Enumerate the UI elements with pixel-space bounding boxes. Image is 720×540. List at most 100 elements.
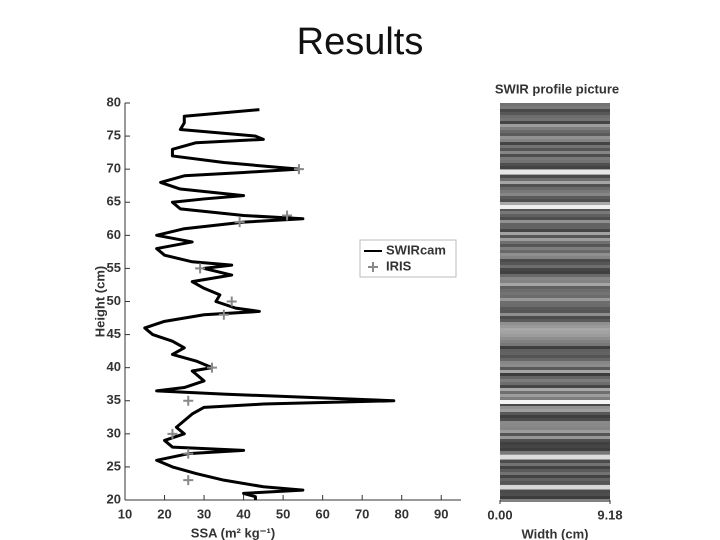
iris-point — [293, 164, 304, 175]
y-tick-label: 35 — [107, 392, 121, 407]
image-stripe — [500, 247, 610, 250]
image-stripe — [500, 418, 610, 421]
image-stripe — [500, 455, 610, 459]
x-tick-label: 90 — [434, 506, 448, 521]
image-stripe — [500, 214, 610, 217]
image-stripe — [500, 196, 610, 199]
iris-point — [183, 475, 194, 486]
image-stripe — [500, 412, 610, 415]
image-stripe — [500, 130, 610, 133]
image-stripe — [500, 298, 610, 301]
image-stripe — [500, 205, 610, 209]
image-stripe — [500, 439, 610, 442]
image-stripe — [500, 145, 610, 148]
image-stripe — [500, 364, 610, 367]
image-stripe — [500, 463, 610, 466]
iris-point — [218, 309, 229, 320]
image-stripe — [500, 190, 610, 193]
legend-label: IRIS — [386, 258, 412, 273]
iris-point — [167, 428, 178, 439]
image-stripe — [500, 427, 610, 430]
iris-point — [195, 263, 206, 274]
y-tick-label: 80 — [107, 94, 121, 109]
image-stripe — [500, 424, 610, 427]
image-stripe — [500, 397, 610, 400]
image-stripe — [500, 388, 610, 391]
image-stripe — [500, 112, 610, 115]
image-stripe — [500, 358, 610, 361]
image-stripe — [500, 175, 610, 178]
iris-point — [183, 395, 194, 406]
y-tick-label: 60 — [107, 227, 121, 242]
image-stripe — [500, 334, 610, 337]
image-stripe — [500, 241, 610, 244]
image-stripe — [500, 322, 610, 325]
image-stripe — [500, 466, 610, 469]
image-stripe — [500, 268, 610, 271]
image-stripe — [500, 481, 610, 484]
image-stripe — [500, 103, 610, 106]
iris-point — [206, 362, 217, 373]
image-stripe — [500, 217, 610, 220]
image-stripe — [500, 499, 610, 502]
image-stripe — [500, 436, 610, 439]
image-stripe — [500, 325, 610, 328]
image-stripe — [500, 259, 610, 262]
image-stripe — [500, 343, 610, 346]
x-tick-label: 10 — [118, 506, 132, 521]
image-stripe — [500, 265, 610, 268]
image-stripe — [500, 490, 610, 493]
image-stripe — [500, 361, 610, 364]
image-stripe — [500, 121, 610, 124]
image-stripe — [500, 406, 610, 409]
image-stripe — [500, 376, 610, 379]
legend-cross — [368, 262, 378, 272]
image-stripe — [500, 307, 610, 310]
image-stripe — [500, 187, 610, 190]
image-stripe — [500, 202, 610, 205]
image-stripe — [500, 115, 610, 118]
x-tick-label: 20 — [157, 506, 171, 521]
image-stripe — [500, 313, 610, 316]
image-stripe — [500, 163, 610, 166]
image-stripe — [500, 232, 610, 235]
profile-line — [143, 108, 396, 500]
image-stripe — [500, 184, 610, 187]
image-stripe — [500, 400, 610, 404]
image-stripe — [500, 283, 610, 286]
image-stripe — [500, 451, 610, 454]
image-stripe — [500, 286, 610, 289]
image-stripe — [500, 349, 610, 352]
y-axis-label: Height (cm) — [92, 266, 107, 338]
image-stripe — [500, 472, 610, 475]
image-stripe — [500, 154, 610, 157]
image-stripe — [500, 289, 610, 292]
x-tick-label: 60 — [315, 506, 329, 521]
image-stripe — [500, 352, 610, 355]
image-stripe — [500, 211, 610, 214]
image-stripe — [500, 385, 610, 388]
image-stripe — [500, 139, 610, 142]
image-stripe — [500, 295, 610, 298]
image-stripe — [500, 319, 610, 322]
iris-point — [183, 448, 194, 459]
image-stripe — [500, 367, 610, 370]
image-stripe — [500, 310, 610, 313]
image-stripe — [500, 370, 610, 373]
image-stripe — [500, 301, 610, 304]
image-stripe — [500, 157, 610, 160]
image-stripe — [500, 433, 610, 436]
y-tick-label: 55 — [107, 260, 121, 275]
image-stripe — [500, 136, 610, 139]
image-stripe — [500, 181, 610, 184]
image-stripe — [500, 271, 610, 274]
y-tick-label: 50 — [107, 293, 121, 308]
image-stripe — [500, 142, 610, 145]
image-stripe — [500, 485, 610, 489]
image-stripe — [500, 170, 610, 174]
slide-title: Results — [297, 21, 424, 63]
y-tick-label: 40 — [107, 359, 121, 374]
image-stripe — [500, 127, 610, 130]
y-tick-label: 45 — [107, 326, 121, 341]
image-stripe — [500, 331, 610, 334]
